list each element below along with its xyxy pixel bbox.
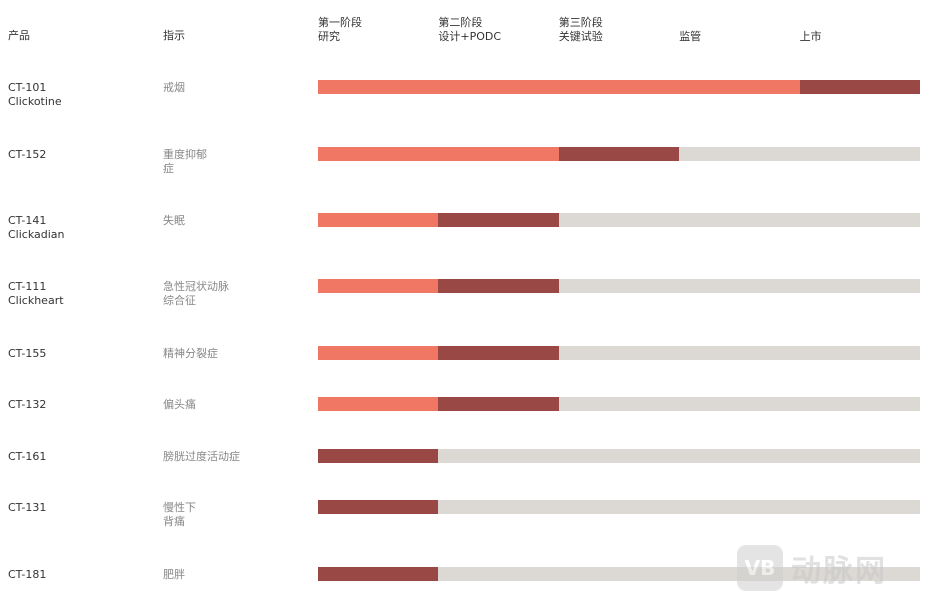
stage-header-line2: 监管 — [679, 30, 702, 43]
product-name: Clickotine — [8, 95, 62, 108]
indication-label: 肥胖 — [163, 568, 253, 582]
pipeline-bar — [318, 397, 920, 411]
indication-label: 慢性下 背痛 — [163, 501, 253, 529]
bar-completed-stages — [318, 147, 559, 161]
stage-header-line1 — [800, 16, 822, 30]
watermark-text: 动脉网 — [791, 554, 887, 589]
bar-current-stage — [318, 500, 439, 514]
product-code: CT-132 — [8, 398, 47, 411]
pipeline-bar — [318, 279, 920, 293]
pipeline-bar — [318, 80, 920, 94]
product-label: CT-155 — [8, 347, 46, 361]
indication-label: 失眠 — [163, 214, 253, 228]
indication-line: 戒烟 — [163, 81, 185, 94]
indication-label: 膀胱过度活动症 — [163, 450, 253, 464]
bar-completed-stages — [318, 397, 439, 411]
stage-header-line1: 第一阶段 — [318, 16, 362, 29]
indication-line: 背痛 — [163, 515, 185, 528]
watermark: VB 动脉网 — [737, 545, 887, 591]
bar-completed-stages — [318, 279, 439, 293]
indication-line: 急性冠状动脉 — [163, 280, 229, 293]
stage-header-line2: 研究 — [318, 30, 340, 43]
stage-header-1: 第一阶段 研究 — [318, 16, 362, 44]
product-code: CT-141 — [8, 214, 47, 227]
product-label: CT-132 — [8, 398, 46, 412]
indication-line: 重度抑郁 — [163, 148, 207, 161]
stage-header-line2: 设计+PODC — [438, 30, 502, 43]
bar-current-stage — [438, 397, 559, 411]
product-code: CT-155 — [8, 347, 47, 360]
indication-line: 膀胱过度活动症 — [163, 450, 240, 463]
bar-current-stage — [318, 567, 439, 581]
stage-header-3: 第三阶段 关键试验 — [559, 16, 603, 44]
stage-header-2: 第二阶段 设计+PODC — [438, 16, 501, 44]
indication-line: 症 — [163, 162, 174, 175]
pipeline-bar — [318, 500, 920, 514]
bar-current-stage — [558, 147, 680, 161]
bar-completed-stages — [318, 346, 439, 360]
product-label: CT-161 — [8, 450, 46, 464]
stage-header-line1 — [679, 16, 701, 30]
product-label: CT-101 Clickotine — [8, 81, 62, 109]
product-label: CT-111 Clickheart — [8, 280, 64, 308]
product-label: CT-131 — [8, 501, 46, 515]
product-code: CT-161 — [8, 450, 47, 463]
indication-line: 综合征 — [163, 294, 196, 307]
bar-completed-stages — [318, 80, 800, 94]
indication-label: 急性冠状动脉 综合征 — [163, 280, 253, 308]
bar-current-stage — [799, 80, 920, 94]
indication-line: 慢性下 — [163, 501, 196, 514]
indication-label: 戒烟 — [163, 81, 253, 95]
indication-label: 精神分裂症 — [163, 347, 253, 361]
bar-current-stage — [438, 279, 559, 293]
stage-header-line1: 第二阶段 — [438, 16, 483, 29]
pipeline-bar — [318, 147, 920, 161]
indication-label: 重度抑郁症 — [163, 148, 253, 176]
bar-current-stage — [318, 449, 439, 463]
indication-line: 肥胖 — [163, 568, 185, 581]
indication-line: 精神分裂症 — [163, 347, 218, 360]
product-label: CT-181 — [8, 568, 46, 582]
product-name: Clickadian — [8, 228, 65, 241]
product-name: Clickheart — [8, 294, 64, 307]
bar-current-stage — [438, 213, 559, 227]
stage-header-line2: 关键试验 — [558, 30, 603, 43]
header-product: 产品 — [8, 29, 30, 42]
product-code: CT-152 — [8, 148, 47, 161]
stage-header-line2: 上市 — [799, 30, 822, 43]
pipeline-bar — [318, 346, 920, 360]
pipeline-bar — [318, 449, 920, 463]
indication-line: 失眠 — [163, 214, 185, 227]
product-code: CT-181 — [8, 568, 47, 581]
product-label: CT-152 — [8, 148, 46, 162]
pipeline-bar — [318, 213, 920, 227]
product-code: CT-101 — [8, 81, 47, 94]
bar-completed-stages — [318, 213, 439, 227]
indication-label: 偏头痛 — [163, 398, 253, 412]
indication-line: 偏头痛 — [163, 398, 196, 411]
stage-header-4: 监管 — [679, 16, 701, 44]
product-code: CT-111 — [8, 280, 47, 293]
stage-header-line1: 第三阶段 — [558, 16, 603, 29]
product-label: CT-141 Clickadian — [8, 214, 65, 242]
header-indication: 指示 — [163, 29, 185, 42]
bar-current-stage — [438, 346, 559, 360]
stage-header-5: 上市 — [800, 16, 822, 44]
product-code: CT-131 — [8, 501, 47, 514]
watermark-logo: VB — [737, 545, 783, 591]
